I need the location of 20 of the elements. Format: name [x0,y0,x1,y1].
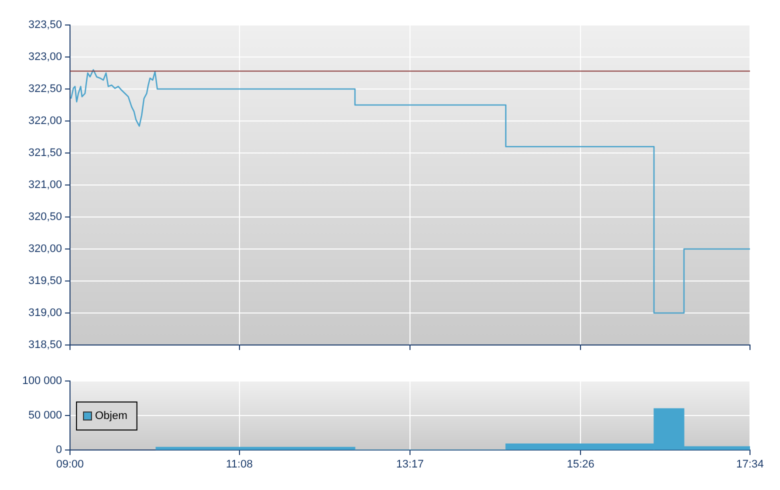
x-tick-label: 13:17 [396,458,424,471]
y-tick-label: 322,00 [28,115,62,128]
x-tick-label: 09:00 [56,458,84,471]
y-tick-label: 321,00 [28,179,62,192]
y-tick-label: 319,00 [28,307,62,320]
x-tick-label: 17:34 [736,458,764,471]
y-tick-label: 319,50 [28,275,62,288]
x-tick-label: 15:26 [566,458,594,471]
y-tick-label: 318,50 [28,339,62,352]
y-tick-label: 320,50 [28,211,62,224]
y-tick-label: 0 [56,444,62,456]
y-tick-label: 323,00 [28,51,62,64]
y-tick-label: 50 000 [28,410,62,422]
legend-label: Objem [95,410,128,422]
y-tick-label: 323,50 [28,19,62,32]
y-tick-label: 320,00 [28,243,62,256]
y-tick-label: 322,50 [28,83,62,96]
y-tick-label: 100 000 [22,375,62,388]
y-tick-label: 321,50 [28,147,62,160]
x-tick-label: 11:08 [226,458,253,471]
